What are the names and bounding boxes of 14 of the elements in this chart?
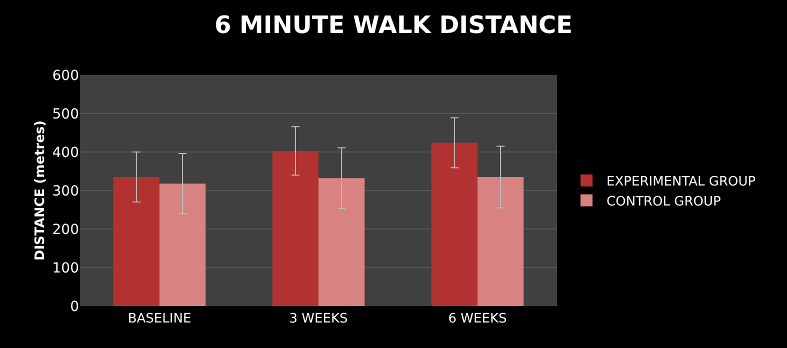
legend-label: CONTROL GROUP (606, 194, 722, 210)
y-tick-label: 600 (52, 68, 79, 84)
x-tick-label: 6 WEEKS (448, 312, 507, 327)
y-tick-label: 0 (70, 298, 79, 315)
x-tick-label: 3 WEEKS (289, 312, 348, 327)
y-tick-label: 300 (52, 183, 79, 200)
y-axis-title: DISTANCE (metres) (33, 120, 48, 261)
legend-label: EXPERIMENTAL GROUP (606, 174, 756, 190)
y-tick-label: 500 (52, 106, 79, 122)
x-tick-label: BASELINE (128, 312, 192, 327)
chart-title: 6 MINUTE WALK DISTANCE (214, 10, 573, 39)
y-tick-label: 400 (52, 144, 79, 161)
y-tick-label: 100 (52, 260, 79, 276)
y-tick-label: 200 (52, 222, 79, 238)
